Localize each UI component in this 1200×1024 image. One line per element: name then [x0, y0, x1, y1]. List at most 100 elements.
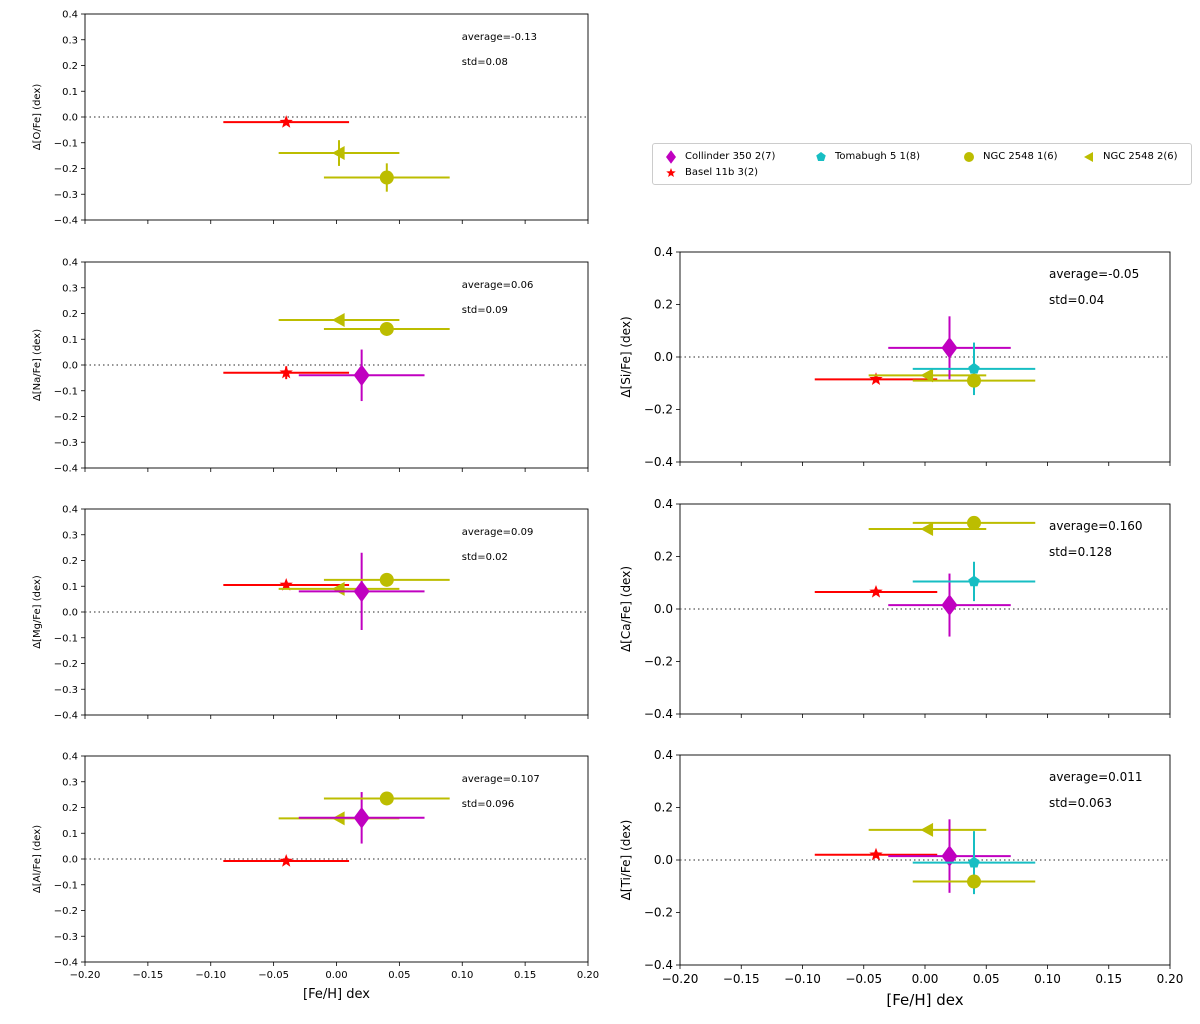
y-tick-label: 0.3 — [62, 777, 78, 788]
data-point — [278, 312, 400, 327]
circle-marker — [379, 572, 394, 587]
legend-marker — [666, 150, 676, 164]
legend-marker — [816, 152, 826, 162]
data-point — [888, 316, 1011, 380]
data-point — [912, 561, 1036, 602]
panel-3: 0.4 0.3 0.2 0.1 0.0 −0.1 −0.2 −0.3 −0.4−0.20 −0.1… — [32, 752, 599, 1003]
triangle-left-marker — [332, 312, 345, 327]
y-tick-label: −0.3 — [54, 932, 78, 943]
legend-label: NGC 2548 2(6) — [1103, 151, 1178, 162]
legend-label: Collinder 350 2(7) — [685, 151, 776, 162]
y-tick-label: −0.3 — [54, 190, 78, 201]
legend: Collinder 350 2(7) Tomabugh 5 1(8) NGC 254… — [652, 143, 1192, 185]
panel-4: 0.4 0.2 0.0 −0.2 −0.4 Δ[Si/Fe] (dex) average=-… — [619, 245, 1171, 469]
data-point — [912, 373, 1036, 388]
data-point — [814, 372, 938, 385]
y-tick-label: 0.2 — [62, 556, 78, 567]
x-tick-label: 0.20 — [577, 970, 599, 981]
y-tick-label: −0.1 — [54, 386, 78, 397]
y-tick-label: −0.4 — [54, 464, 78, 475]
y-tick-label: −0.3 — [54, 685, 78, 696]
diamond-marker — [353, 364, 370, 387]
y-axis-label: Δ[Ti/Fe] (dex) — [619, 820, 633, 901]
y-tick-label: 0.4 — [654, 245, 673, 259]
y-axis-label: Δ[Mg/Fe] (dex) — [32, 575, 43, 649]
y-tick-label: −0.1 — [54, 880, 78, 891]
y-axis-label: Δ[Si/Fe] (dex) — [619, 316, 633, 397]
data-point — [868, 822, 987, 837]
data-point — [323, 321, 450, 336]
y-tick-label: 0.4 — [654, 497, 673, 511]
data-point — [298, 552, 425, 631]
y-tick-label: 0.0 — [654, 602, 673, 616]
star-marker — [869, 372, 883, 385]
y-tick-label: −0.2 — [644, 906, 673, 920]
y-tick-label: −0.4 — [54, 216, 78, 227]
y-axis-label: Δ[Al/Fe] (dex) — [32, 825, 43, 893]
y-tick-label: 0.4 — [62, 505, 78, 516]
x-tick-label: 0.15 — [514, 970, 536, 981]
y-tick-label: −0.2 — [54, 659, 78, 670]
average-annotation: average=-0.05 — [1049, 267, 1139, 281]
x-tick-label: −0.15 — [133, 970, 164, 981]
y-tick-label: 0.2 — [62, 61, 78, 72]
x-axis-label: [Fe/H] dex — [886, 991, 963, 1009]
panel-5: 0.4 0.2 0.0 −0.2 −0.4 Δ[Ca/Fe] (dex) average=0… — [619, 497, 1171, 721]
x-tick-label: −0.05 — [845, 972, 882, 986]
average-annotation: average=0.160 — [1049, 519, 1143, 533]
x-tick-label: 0.05 — [973, 972, 1000, 986]
y-tick-label: 0.3 — [62, 283, 78, 294]
y-tick-label: −0.4 — [644, 707, 673, 721]
y-axis-label: Δ[O/Fe] (dex) — [32, 84, 43, 151]
std-annotation: std=0.02 — [462, 552, 508, 563]
star-marker — [869, 584, 883, 598]
y-tick-label: 0.3 — [62, 530, 78, 541]
data-point — [814, 584, 938, 598]
x-tick-label: −0.15 — [723, 972, 760, 986]
y-tick-label: −0.1 — [54, 138, 78, 149]
y-tick-label: −0.4 — [644, 455, 673, 469]
y-tick-label: 0.2 — [62, 803, 78, 814]
y-tick-label: 0.2 — [654, 801, 673, 815]
y-tick-label: −0.2 — [644, 403, 673, 417]
diamond-marker — [353, 807, 370, 829]
std-annotation: std=0.08 — [462, 57, 508, 68]
star-marker — [279, 577, 293, 591]
y-tick-label: 0.0 — [654, 350, 673, 364]
y-tick-label: 0.2 — [62, 309, 78, 320]
data-point — [323, 163, 450, 192]
y-tick-label: −0.4 — [644, 958, 673, 972]
data-point — [223, 115, 350, 128]
y-tick-label: −0.3 — [54, 438, 78, 449]
y-tick-label: 0.0 — [62, 361, 78, 372]
y-tick-label: −0.2 — [54, 164, 78, 175]
star-marker — [279, 365, 293, 379]
data-point — [912, 515, 1036, 530]
y-tick-label: 0.2 — [654, 298, 673, 312]
pentagon-marker — [968, 856, 980, 868]
x-tick-label: −0.10 — [195, 970, 226, 981]
average-annotation: average=0.09 — [462, 527, 534, 538]
y-tick-label: 0.4 — [62, 10, 78, 21]
data-point — [888, 573, 1011, 637]
data-point — [223, 577, 350, 591]
panel-0: 0.4 0.3 0.2 0.1 0.0 −0.1 −0.2 −0.3 −0.4 Δ[O/Fe] (… — [32, 10, 589, 227]
triangle-left-marker — [332, 581, 345, 596]
legend-marker — [1084, 152, 1093, 162]
x-axis-label: [Fe/H] dex — [303, 987, 370, 1002]
legend-label: Tomabugh 5 1(8) — [835, 151, 921, 162]
legend-label: Basel 11b 3(2) — [685, 167, 759, 178]
x-tick-label: −0.05 — [258, 970, 289, 981]
data-point — [323, 791, 450, 806]
circle-marker — [379, 170, 394, 185]
diamond-marker — [941, 594, 958, 616]
y-tick-label: 0.4 — [62, 258, 78, 269]
std-annotation: std=0.09 — [462, 305, 508, 316]
y-tick-label: 0.1 — [62, 582, 78, 593]
y-axis-label: Δ[Ca/Fe] (dex) — [619, 566, 633, 652]
average-annotation: average=0.011 — [1049, 770, 1143, 784]
y-tick-label: 0.0 — [62, 855, 78, 866]
panel-6: 0.4 0.2 0.0 −0.2 −0.4−0.20 −0.15 −0.10 −0.05 0.0… — [619, 748, 1183, 1009]
panel-1: 0.4 0.3 0.2 0.1 0.0 −0.1 −0.2 −0.3 −0.4 Δ[Na/Fe] … — [32, 258, 589, 475]
